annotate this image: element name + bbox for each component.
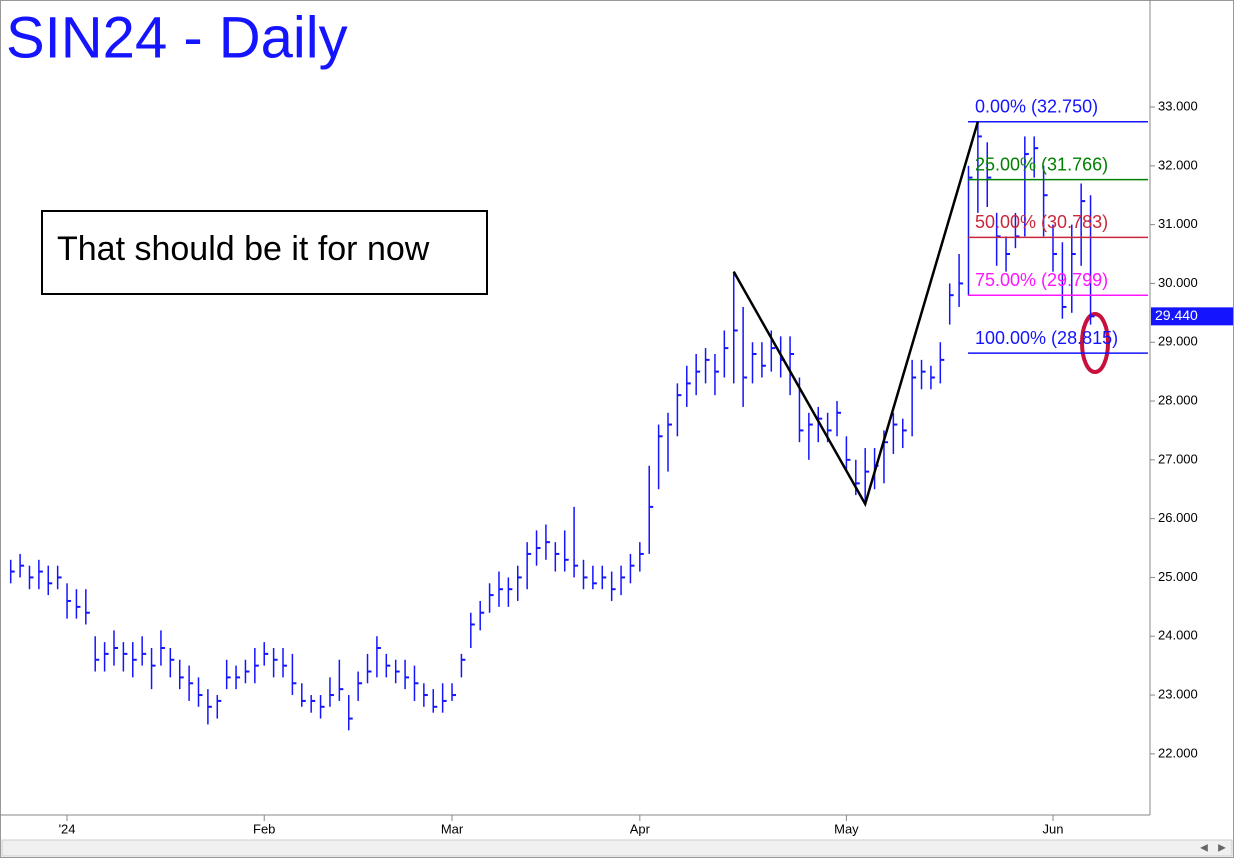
fib-label: 0.00% (32.750)	[975, 96, 1098, 116]
y-tick-label: 29.000	[1158, 334, 1198, 349]
last-price-label: 29.440	[1155, 307, 1198, 323]
last-price-box	[1151, 307, 1233, 326]
y-tick-label: 24.000	[1158, 628, 1198, 643]
y-tick-label: 32.000	[1158, 157, 1198, 172]
y-tick-label: 22.000	[1158, 745, 1198, 760]
x-tick-label: May	[834, 821, 859, 836]
scroll-right[interactable]: ▶	[1218, 843, 1226, 854]
y-tick-label: 26.000	[1158, 510, 1198, 525]
x-tick-label: Feb	[253, 821, 275, 836]
x-tick-label: Apr	[630, 821, 651, 836]
y-tick-label: 31.000	[1158, 216, 1198, 231]
annotation-box	[41, 210, 488, 295]
y-tick-label: 27.000	[1158, 451, 1198, 466]
y-tick-label: 25.000	[1158, 569, 1198, 584]
fib-label: 75.00% (29.799)	[975, 270, 1108, 290]
y-tick-label: 23.000	[1158, 686, 1198, 701]
y-tick-label: 28.000	[1158, 392, 1198, 407]
x-tick-label: '24	[59, 821, 76, 836]
annotation: That should be it for now	[57, 230, 430, 268]
scroll-left[interactable]: ◀	[1200, 843, 1208, 854]
fib-label: 100.00% (28.815)	[975, 328, 1118, 348]
scrollbar[interactable]	[1, 839, 1233, 857]
pattern-line	[732, 121, 980, 508]
x-tick-label: Mar	[441, 821, 464, 836]
y-tick-label: 33.000	[1158, 98, 1198, 113]
chart-title: SIN24 - Daily	[6, 5, 348, 70]
y-tick-label: 30.000	[1158, 275, 1198, 290]
fib-label: 25.00% (31.766)	[975, 154, 1108, 174]
fib-label: 50.00% (30.783)	[975, 212, 1108, 232]
x-tick-label: Jun	[1043, 821, 1064, 836]
highlight-circle	[1080, 312, 1110, 374]
